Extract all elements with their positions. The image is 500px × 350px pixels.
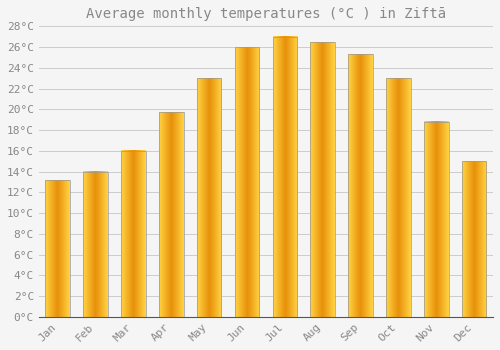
Bar	[234, 47, 260, 317]
Title: Average monthly temperatures (°C ) in Ziftā: Average monthly temperatures (°C ) in Zi…	[86, 7, 446, 21]
Bar	[121, 151, 146, 317]
Bar	[159, 112, 184, 317]
Bar	[462, 161, 486, 317]
Bar	[386, 78, 410, 317]
Bar	[272, 37, 297, 317]
Bar	[348, 54, 373, 317]
Bar	[424, 122, 448, 317]
Bar	[310, 42, 335, 317]
Bar	[46, 180, 70, 317]
Bar	[197, 78, 222, 317]
Bar	[84, 172, 108, 317]
